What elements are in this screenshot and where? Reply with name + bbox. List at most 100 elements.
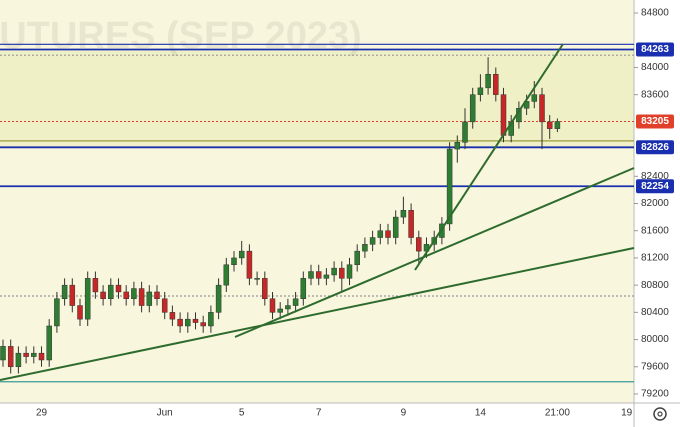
- candle-body: [154, 291, 160, 300]
- candle-body: [61, 284, 68, 299]
- candle-body: [223, 264, 230, 286]
- candle-body: [138, 288, 145, 306]
- candle-body: [408, 210, 414, 238]
- candle-body: [554, 121, 561, 129]
- y-tick-label: 84000: [641, 62, 669, 73]
- candle-body: [238, 250, 245, 259]
- candle-body: [177, 318, 183, 327]
- candle-body: [185, 318, 191, 327]
- x-tick-label: 21:00: [545, 408, 570, 419]
- candle-body: [100, 291, 106, 300]
- candle-body: [477, 87, 484, 95]
- trend-line: [414, 43, 564, 271]
- candle-body: [446, 148, 453, 225]
- gear-hub[interactable]: [657, 411, 663, 417]
- candle-body: [23, 352, 29, 357]
- price-badge-label: 82254: [641, 181, 669, 192]
- y-tick-label: 84800: [641, 8, 669, 19]
- price-badge-label: 84263: [641, 44, 669, 55]
- candle-body: [46, 325, 52, 361]
- candle-body: [92, 278, 99, 293]
- x-tick-label: 29: [36, 408, 48, 419]
- candle-body: [416, 237, 422, 252]
- y-tick-label: 81600: [641, 225, 669, 236]
- candle-body: [292, 298, 299, 306]
- y-tick-label: 79600: [641, 361, 669, 372]
- x-tick-label: Jun: [157, 408, 173, 419]
- candle-body: [500, 94, 507, 136]
- y-tick-label: 80400: [641, 307, 669, 318]
- candle-body: [531, 94, 538, 102]
- y-tick-label: 81200: [641, 253, 669, 264]
- y-tick-label: 83600: [641, 89, 669, 100]
- candle-body: [493, 73, 499, 95]
- watermark: FUTURES (SEP 2023): [0, 15, 362, 57]
- candle-body: [546, 121, 553, 129]
- y-tick-label: 79200: [641, 389, 669, 400]
- y-tick-label: 82000: [641, 198, 669, 209]
- candle-body: [192, 318, 199, 323]
- gear[interactable]: [653, 407, 667, 421]
- candle-body: [146, 291, 153, 306]
- candle-body: [254, 278, 260, 280]
- price-badge-label: 82826: [641, 142, 669, 153]
- candle-body: [169, 312, 176, 320]
- x-tick-label: 19: [621, 408, 633, 419]
- candle-body: [346, 264, 353, 279]
- price-badge: [636, 179, 674, 194]
- time-axis: [0, 403, 680, 427]
- candle-body: [123, 291, 129, 300]
- candle-body: [454, 142, 461, 150]
- candle-body: [485, 73, 491, 89]
- candle-body: [231, 257, 237, 265]
- candle-body: [469, 94, 476, 123]
- candle-body: [7, 346, 14, 368]
- y-tick-label: 80000: [641, 334, 669, 345]
- candle-body: [269, 298, 276, 313]
- trend-line: [0, 247, 635, 381]
- candle-body: [262, 278, 268, 300]
- price-badge-label: 83205: [641, 116, 669, 127]
- candle-body: [300, 278, 307, 300]
- candle-body: [323, 274, 330, 279]
- y-tick-label: 80800: [641, 280, 669, 291]
- candle-body: [400, 210, 407, 218]
- candle-body: [69, 284, 76, 306]
- settings-icon[interactable]: [653, 407, 667, 421]
- candle-body: [131, 288, 137, 300]
- candle-body: [331, 267, 337, 276]
- zone-band: [0, 49, 634, 147]
- candle-body: [200, 322, 206, 327]
- candle-body: [246, 250, 253, 279]
- candle-body: [392, 216, 399, 238]
- candle-body: [362, 244, 368, 252]
- candle-body: [215, 284, 222, 313]
- candle-body: [115, 284, 122, 293]
- price-axis: [634, 0, 680, 427]
- candle-body: [0, 346, 6, 361]
- candle-body: [315, 271, 322, 279]
- x-tick-label: 5: [239, 408, 245, 419]
- candle-body: [15, 352, 22, 368]
- candle-body: [84, 278, 91, 320]
- candle-body: [54, 298, 60, 327]
- price-badge: [636, 140, 674, 155]
- candle-body: [161, 298, 168, 313]
- candle-body: [462, 121, 468, 143]
- candle-body: [77, 305, 83, 320]
- candle-body: [285, 305, 291, 310]
- y-tick-label: 82400: [641, 171, 669, 182]
- price-badge: [636, 42, 674, 57]
- candle-body: [31, 352, 37, 357]
- x-tick-label: 9: [401, 408, 407, 419]
- trend-line: [234, 167, 635, 338]
- candle-body: [369, 237, 376, 245]
- candle-body: [108, 284, 114, 299]
- x-tick-label: 7: [316, 408, 322, 419]
- candle-body: [339, 267, 345, 279]
- x-tick-label: 14: [475, 408, 487, 419]
- candle-body: [38, 352, 45, 361]
- candle-body: [277, 308, 283, 313]
- candle-body: [377, 230, 384, 238]
